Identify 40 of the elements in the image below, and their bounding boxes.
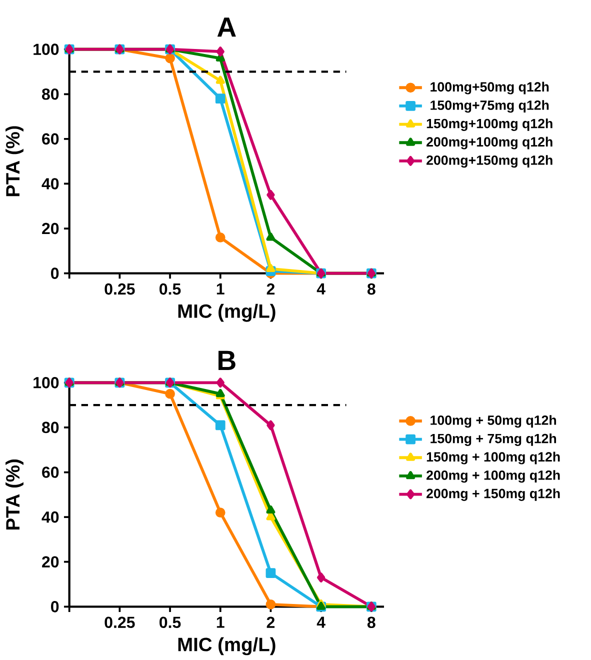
y-tick-label: 80 [42,422,59,434]
x-tick-label: 0.25 [104,283,135,295]
legend-label: 200mg + 100mg q12h [426,470,560,483]
y-axis-title: PTA (%) [6,126,24,196]
legend-label: 150mg+100mg q12h [427,118,552,131]
x-tick-label: 0.25 [104,616,135,628]
legend-label: 100mg+50mg q12h [430,82,549,94]
x-tick-label: 2 [267,616,275,628]
legend-label: 150mg+75mg q12h [430,100,549,113]
y-tick-label: 0 [51,268,59,279]
x-tick-label: 1 [217,283,225,294]
chart-title: B [218,350,236,370]
y-tick-label: 20 [42,556,59,568]
x-tick-label: 1 [217,616,225,628]
y-tick-label: 40 [42,511,59,523]
x-tick-label: 8 [368,616,376,628]
legend-label: 150mg + 75mg q12h [430,433,556,446]
y-tick-label: 0 [51,601,59,612]
y-axis-title: PTA (%) [6,460,24,530]
x-axis-title: MIC (mg/L) [178,637,276,656]
y-tick-label: 60 [42,133,59,145]
y-tick-label: 100 [34,44,59,55]
y-tick-label: 80 [42,88,59,100]
x-tick-label: 4 [317,283,326,294]
legend-label: 200mg + 150mg q12h [426,488,560,501]
legend-label: 200mg+150mg q12h [426,155,552,168]
x-tick-label: 0.5 [160,283,181,295]
x-axis-title: MIC (mg/L) [178,304,276,322]
y-tick-label: 60 [42,466,59,478]
x-tick-label: 8 [368,283,376,295]
chart-title: A [218,18,236,37]
x-tick-label: 0.5 [160,616,181,628]
y-tick-label: 20 [42,222,59,234]
x-tick-label: 2 [267,283,275,295]
legend-label: 150mg + 100mg q12h [427,452,560,464]
legend-label: 200mg+100mg q12h [426,136,552,150]
y-tick-label: 100 [34,377,59,388]
legend-label: 100mg + 50mg q12h [430,415,556,428]
x-tick-label: 4 [317,616,326,628]
y-tick-label: 40 [42,178,59,190]
